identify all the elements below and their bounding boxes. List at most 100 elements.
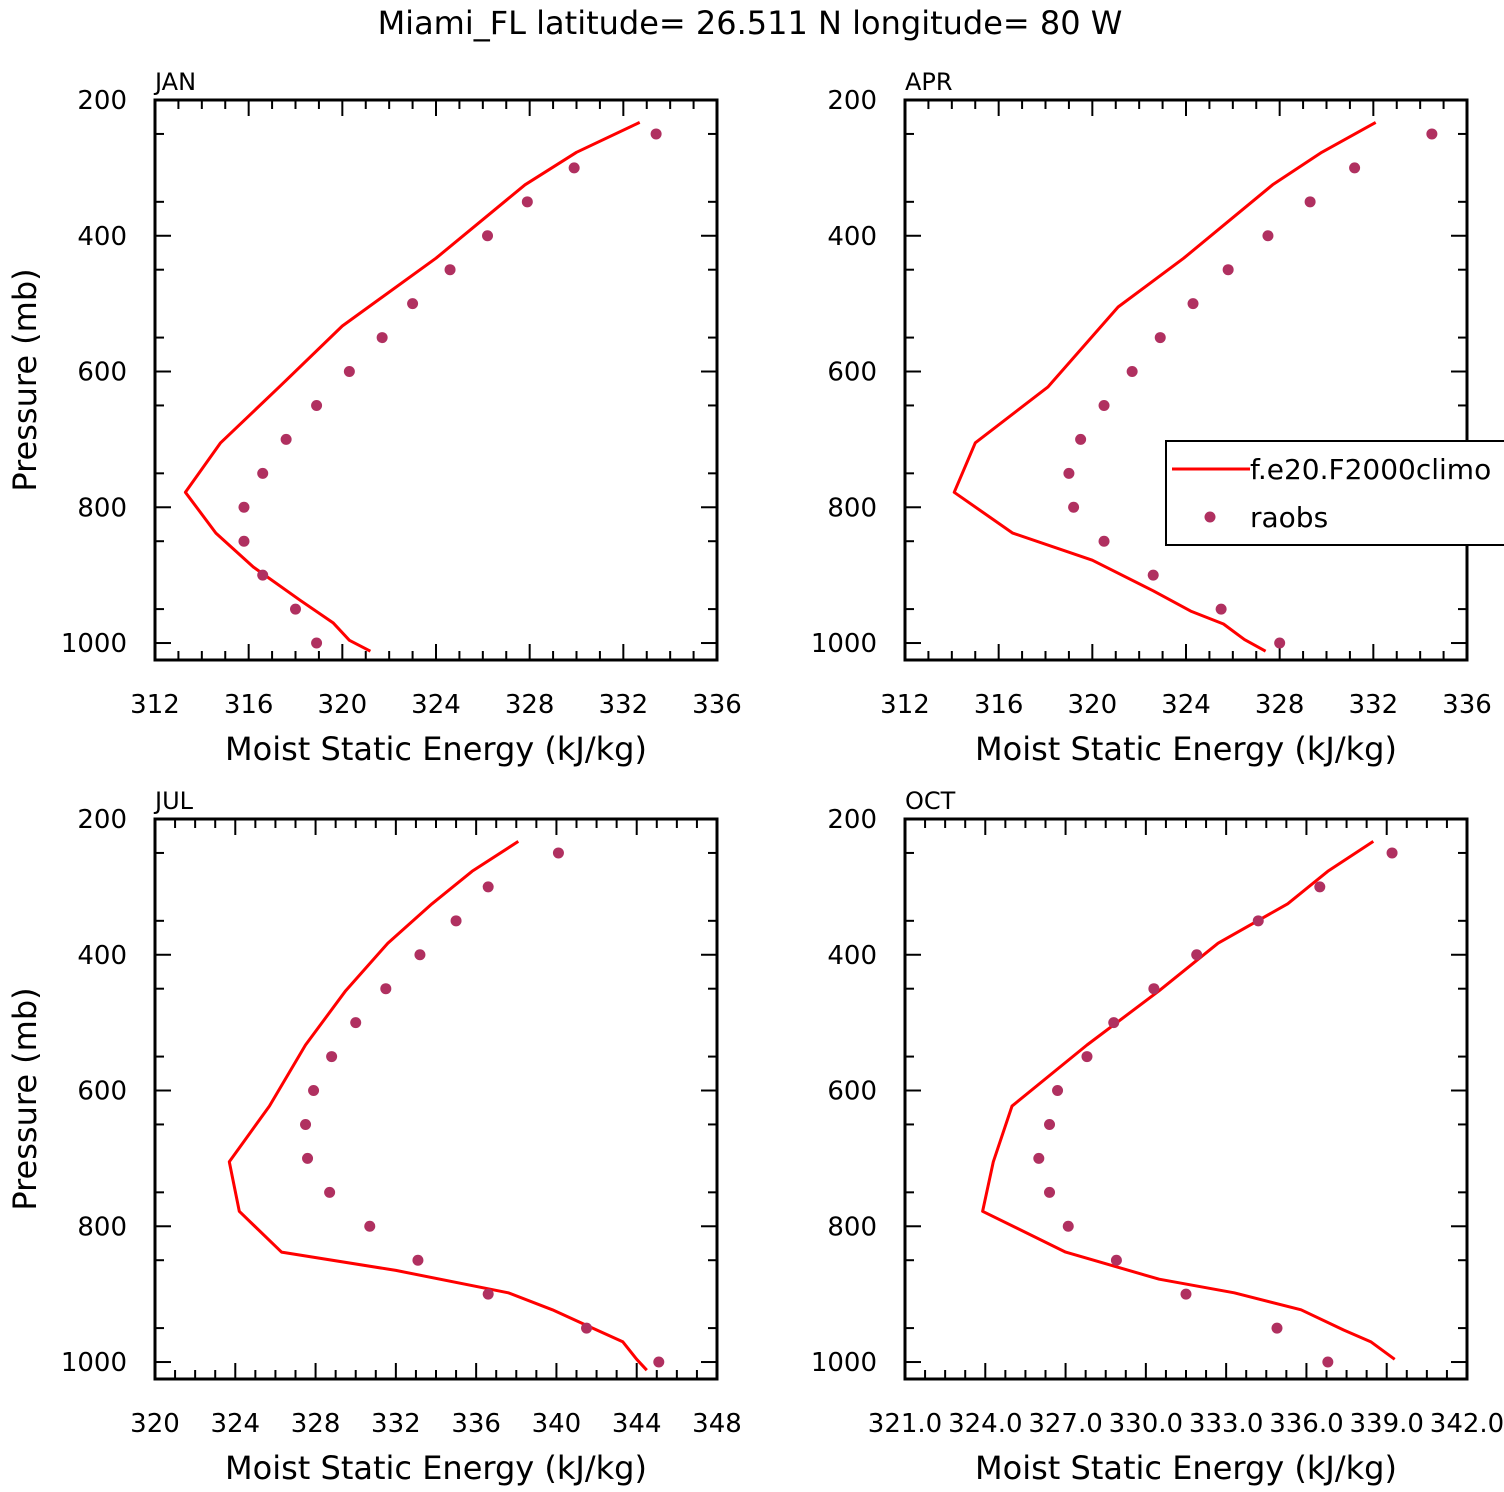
x-axis-label: Moist Static Energy (kJ/kg) bbox=[975, 730, 1397, 768]
x-tick-label: 333.0 bbox=[1189, 1409, 1263, 1439]
raobs-point bbox=[1215, 603, 1227, 615]
x-tick-label: 320 bbox=[318, 690, 368, 720]
raobs-point bbox=[380, 983, 392, 995]
raobs-point bbox=[444, 264, 456, 276]
raobs-point bbox=[1187, 298, 1199, 310]
x-tick-label: 312 bbox=[880, 690, 930, 720]
raobs-point bbox=[650, 128, 662, 140]
raobs-point bbox=[1322, 1356, 1334, 1368]
model-series-line bbox=[952, 121, 1377, 653]
raobs-point bbox=[1191, 949, 1203, 961]
panel-jul: JUL 200 400 600 800 1000 320 324 328 332 336 340 344… bbox=[6, 787, 742, 1487]
raobs-point bbox=[1052, 1085, 1064, 1097]
raobs-point bbox=[238, 535, 250, 547]
raobs-point bbox=[1252, 915, 1264, 927]
raobs-point bbox=[1108, 1017, 1120, 1029]
x-tick-label: 320 bbox=[130, 1409, 180, 1439]
raobs-point bbox=[1098, 399, 1110, 411]
raobs-point bbox=[568, 162, 580, 174]
x-tick-label: 348 bbox=[692, 1409, 742, 1439]
raobs-point bbox=[1044, 1118, 1056, 1130]
raobs-point bbox=[1033, 1152, 1045, 1164]
raobs-point bbox=[257, 569, 269, 581]
raobs-point bbox=[1148, 983, 1160, 995]
y-tick-label: 1000 bbox=[61, 1348, 127, 1378]
y-tick-label: 200 bbox=[77, 805, 127, 835]
x-tick-label: 332 bbox=[599, 690, 649, 720]
raobs-point bbox=[653, 1356, 665, 1368]
raobs-point bbox=[1147, 569, 1159, 581]
raobs-point bbox=[364, 1220, 376, 1232]
plot-frame bbox=[903, 98, 1469, 662]
raobs-point bbox=[343, 366, 355, 378]
raobs-point bbox=[1062, 1220, 1074, 1232]
model-series-line bbox=[981, 840, 1396, 1361]
panel-jan: JAN 200 400 600 800 1000 312 316 320 324 328 332 336… bbox=[6, 68, 742, 768]
raobs-point bbox=[280, 433, 292, 445]
raobs-point bbox=[1068, 501, 1080, 513]
x-axis-label: Moist Static Energy (kJ/kg) bbox=[225, 1449, 647, 1487]
raobs-point bbox=[1063, 467, 1075, 479]
raobs-point bbox=[482, 1288, 494, 1300]
raobs-point bbox=[1154, 332, 1166, 344]
raobs-point bbox=[350, 1017, 362, 1029]
raobs-point bbox=[521, 196, 533, 208]
y-tick-label: 800 bbox=[827, 493, 877, 523]
x-tick-label: 312 bbox=[130, 690, 180, 720]
y-tick-label: 1000 bbox=[61, 629, 127, 659]
figure-title: Miami_FL latitude= 26.511 N longitude= 8… bbox=[378, 4, 1123, 42]
raobs-point bbox=[376, 332, 388, 344]
x-tick-label: 336 bbox=[451, 1409, 501, 1439]
y-tick-label: 600 bbox=[77, 358, 127, 388]
x-tick-label: 324 bbox=[210, 1409, 260, 1439]
y-tick-label: 400 bbox=[77, 222, 127, 252]
x-tick-label: 328 bbox=[291, 1409, 341, 1439]
raobs-point bbox=[1222, 264, 1234, 276]
y-axis-label: Pressure (mb) bbox=[6, 987, 44, 1210]
y-tick-label: 800 bbox=[827, 1212, 877, 1242]
raobs-point bbox=[1386, 847, 1398, 859]
raobs-point bbox=[1426, 128, 1438, 140]
y-tick-label: 600 bbox=[827, 1077, 877, 1107]
x-tick-label: 330.0 bbox=[1109, 1409, 1183, 1439]
x-tick-label: 324.0 bbox=[948, 1409, 1022, 1439]
raobs-point bbox=[1081, 1051, 1093, 1063]
y-tick-label: 200 bbox=[827, 805, 877, 835]
x-tick-label: 342.0 bbox=[1430, 1409, 1504, 1439]
model-series-line bbox=[183, 121, 641, 653]
raobs-point bbox=[1098, 535, 1110, 547]
x-tick-label: 328 bbox=[1255, 690, 1305, 720]
x-tick-label: 316 bbox=[974, 690, 1024, 720]
x-tick-label: 324 bbox=[1161, 690, 1211, 720]
legend-obs-marker bbox=[1204, 511, 1216, 523]
y-tick-label: 1000 bbox=[811, 1348, 877, 1378]
raobs-point bbox=[1314, 881, 1326, 893]
panel-label: JAN bbox=[153, 68, 196, 96]
x-tick-label: 320 bbox=[1068, 690, 1118, 720]
raobs-point bbox=[1349, 162, 1361, 174]
raobs-point bbox=[450, 915, 462, 927]
raobs-point bbox=[311, 637, 323, 649]
model-series-line bbox=[227, 840, 648, 1372]
x-tick-label: 336.0 bbox=[1269, 1409, 1343, 1439]
y-tick-label: 400 bbox=[827, 222, 877, 252]
raobs-point bbox=[581, 1322, 593, 1334]
raobs-point bbox=[300, 1118, 312, 1130]
y-tick-label: 600 bbox=[77, 1077, 127, 1107]
raobs-point bbox=[1180, 1288, 1192, 1300]
panel-label: APR bbox=[905, 68, 953, 96]
y-tick-label: 200 bbox=[77, 86, 127, 116]
raobs-point bbox=[414, 949, 426, 961]
y-tick-label: 600 bbox=[827, 358, 877, 388]
panel-label: OCT bbox=[905, 787, 956, 815]
raobs-point bbox=[1262, 230, 1274, 242]
x-tick-label: 332 bbox=[371, 1409, 421, 1439]
raobs-point bbox=[482, 230, 494, 242]
y-tick-label: 200 bbox=[827, 86, 877, 116]
panel-apr: APR 200 400 600 800 1000 312 316 320 324 328 332 336… bbox=[811, 68, 1492, 768]
legend-box bbox=[1165, 440, 1504, 546]
raobs-point bbox=[324, 1186, 336, 1198]
panel-label: JUL bbox=[153, 787, 194, 815]
y-tick-label: 400 bbox=[827, 941, 877, 971]
